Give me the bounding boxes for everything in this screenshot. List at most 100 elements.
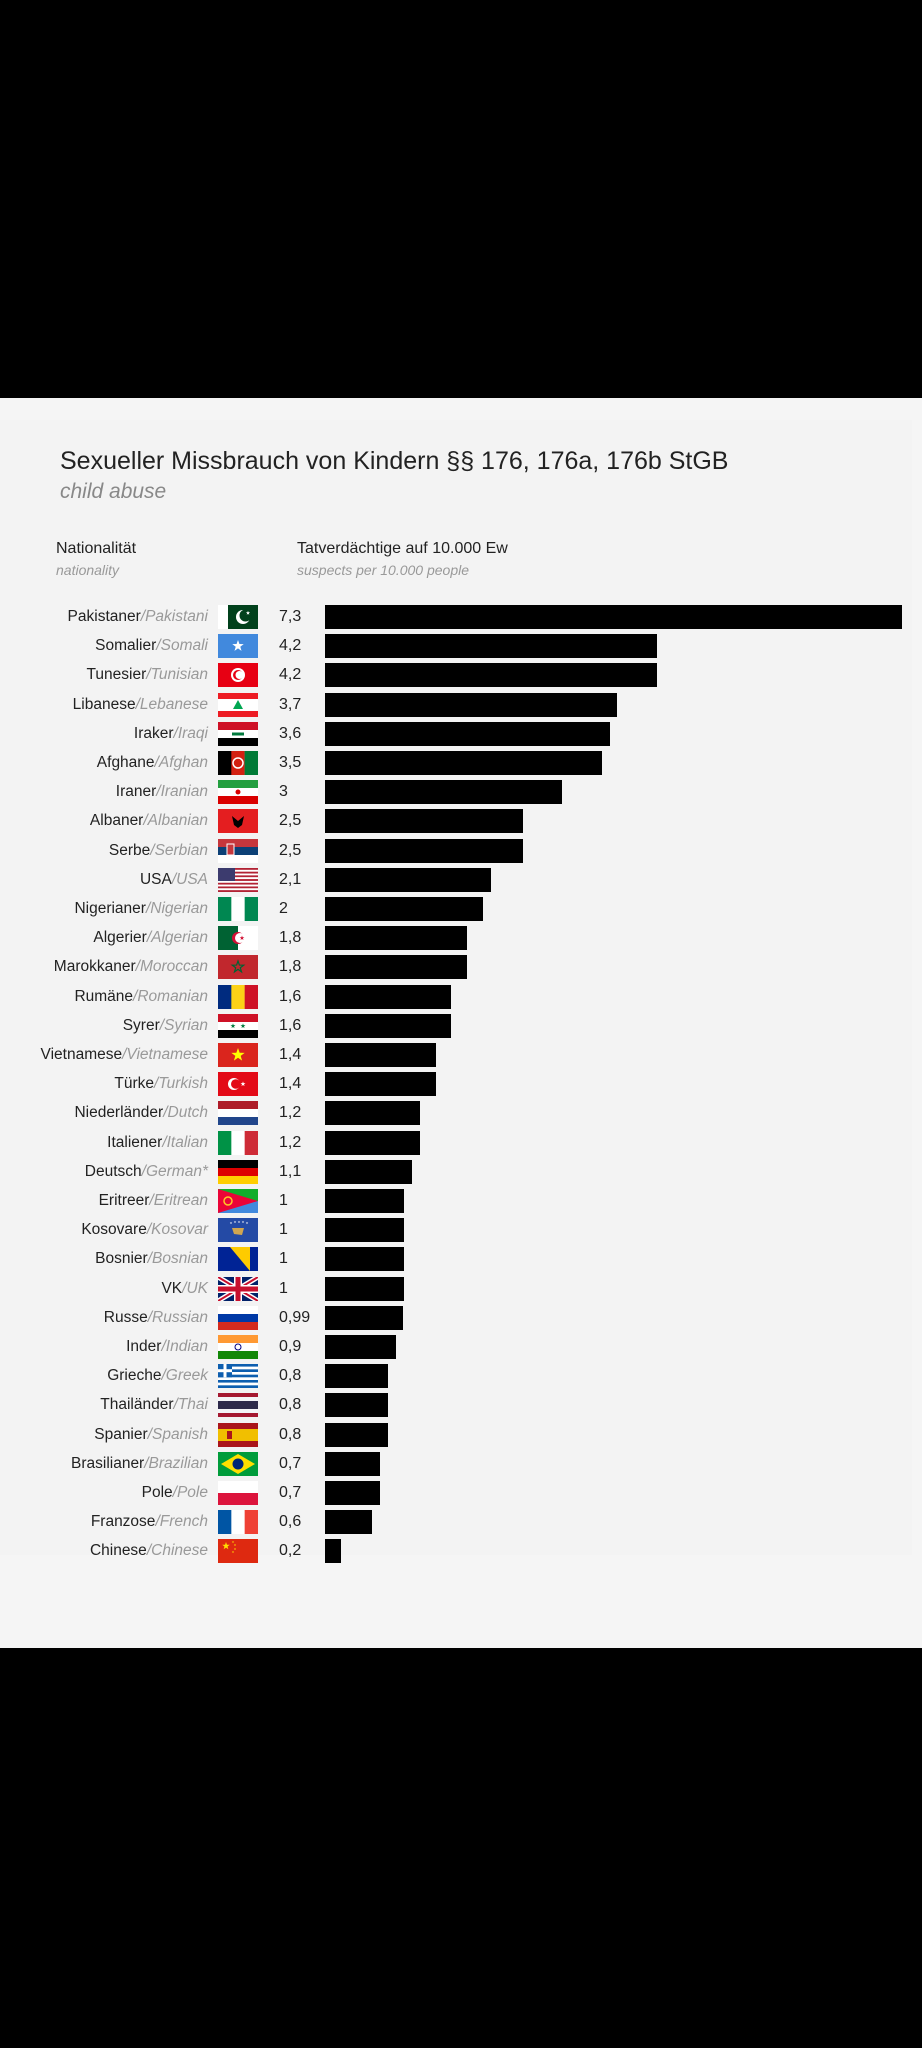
- category-label-separator: /: [173, 1396, 178, 1414]
- data-label: 0,6: [279, 1513, 302, 1531]
- category-label-separator: /: [146, 666, 151, 684]
- category-label-en: Bosnian: [151, 1250, 208, 1268]
- data-label: 3,6: [279, 724, 302, 742]
- category-label-separator: /: [156, 637, 161, 655]
- bar: [325, 721, 610, 746]
- poland-flag-icon: [218, 1481, 258, 1506]
- bar: [325, 605, 902, 629]
- category-label-de: USA: [139, 870, 172, 888]
- category-label-separator: /: [135, 958, 140, 976]
- usa-flag-icon: [218, 867, 258, 892]
- data-label: 1,2: [279, 1133, 302, 1151]
- category-label-en: Greek: [165, 1367, 208, 1385]
- bar: [325, 984, 451, 1009]
- uk-flag-icon: [216, 1274, 260, 1303]
- category-label: Inder/Indian: [126, 1337, 208, 1357]
- data-label: 1,4: [279, 1046, 302, 1063]
- category-label-de: Iraker: [133, 724, 174, 742]
- germany-flag-icon: [218, 1159, 258, 1184]
- italy-flag-icon: [218, 1130, 259, 1155]
- category-label: Afghane/Afghan: [97, 753, 208, 773]
- bar: [325, 1335, 396, 1359]
- category-label-separator: /: [171, 870, 177, 888]
- afghanistan-flag-icon: [218, 751, 258, 775]
- lebanon-flag-icon: [218, 692, 258, 717]
- category-label: Albaner/Albanian: [90, 811, 208, 831]
- brazil-flag-icon: [218, 1451, 258, 1476]
- category-label-de: Thailänder: [100, 1396, 174, 1414]
- category-label-de: Brasilianer: [71, 1454, 145, 1472]
- category-label-separator: /: [173, 724, 178, 742]
- category-label-de: Niederländer: [74, 1104, 164, 1122]
- category-label: Russe/Russian: [104, 1308, 208, 1328]
- category-label-en: Russian: [152, 1308, 208, 1326]
- thailand-flag-icon: [218, 1393, 258, 1418]
- category-label: Syrer/Syrian: [123, 1016, 208, 1036]
- romania-flag-icon: [218, 984, 259, 1009]
- data-label: 1,4: [279, 1075, 302, 1093]
- category-label: Türke/Turkish: [114, 1074, 208, 1094]
- category-label-en: Dutch: [167, 1104, 209, 1122]
- category-label-separator: /: [182, 1279, 187, 1297]
- category-label-en: Somali: [160, 637, 208, 655]
- data-label: 1: [279, 1250, 288, 1268]
- value-header: Tatverdächtige auf 10.000 Ew: [297, 540, 508, 557]
- bar: [325, 955, 467, 980]
- chart-subtitle: child abuse: [60, 480, 167, 503]
- category-label-en: Algerian: [151, 929, 208, 947]
- category-label: Libanese/Lebanese: [73, 695, 208, 715]
- category-label-en: Tunisian: [150, 666, 208, 684]
- data-label: 1,8: [279, 958, 302, 976]
- category-label-separator: /: [147, 1250, 152, 1268]
- chart-title: Sexueller Missbrauch von Kindern §§ 176,…: [60, 447, 729, 475]
- algeria-flag-icon: [218, 926, 258, 951]
- category-label-de: Afghane: [96, 754, 155, 771]
- netherlands-flag-icon: [218, 1101, 258, 1126]
- bar: [325, 867, 491, 892]
- category-label-separator: /: [146, 1542, 152, 1560]
- bosnia-flag-icon: [218, 1247, 258, 1272]
- data-label: 1: [279, 1279, 288, 1297]
- bar: [325, 1159, 412, 1184]
- category-label-de: Inder: [126, 1338, 162, 1355]
- bar: [325, 1539, 341, 1564]
- data-label: 4,2: [279, 666, 302, 684]
- category-label-separator: /: [149, 1192, 154, 1209]
- category-label-de: Pakistaner: [67, 608, 141, 625]
- bar: [325, 1510, 372, 1535]
- category-label: Vietnamese/Vietnamese: [41, 1045, 208, 1065]
- category-label: Algerier/Algerian: [93, 928, 208, 948]
- bar: [325, 926, 467, 951]
- category-label: Iraner/Iranian: [116, 782, 208, 802]
- syria-flag-icon: [218, 1013, 258, 1038]
- category-label-separator: /: [172, 1484, 177, 1501]
- bar: [325, 780, 562, 805]
- data-label: 1,6: [279, 1016, 302, 1034]
- data-label: 0,7: [279, 1454, 302, 1472]
- data-label: 1,1: [279, 1162, 302, 1180]
- category-label-en: Albanian: [147, 812, 208, 830]
- category-label: Eritreer/Eritrean: [99, 1191, 208, 1211]
- bar: [325, 897, 483, 921]
- data-label: 0,2: [279, 1542, 302, 1560]
- category-label-de: Nigerianer: [74, 900, 146, 917]
- category-label-separator: /: [146, 1221, 152, 1239]
- category-label-separator: /: [141, 1162, 146, 1180]
- category-label-separator: /: [145, 900, 151, 917]
- category-label: Bosnier/Bosnian: [95, 1249, 208, 1269]
- data-label: 1: [279, 1192, 288, 1209]
- category-label-separator: /: [144, 1454, 149, 1472]
- category-label: Italiener/Italian: [107, 1133, 208, 1153]
- india-flag-icon: [218, 1335, 258, 1359]
- russia-flag-icon: [218, 1305, 258, 1330]
- bar: [325, 809, 523, 834]
- category-label-en: Pakistani: [145, 608, 208, 625]
- category-label: VK/UK: [161, 1279, 208, 1299]
- category-label-separator: /: [162, 1133, 167, 1151]
- category-label-en: USA: [176, 870, 208, 888]
- kosovo-flag-icon: [218, 1218, 258, 1243]
- category-label-separator: /: [140, 608, 146, 625]
- pakistan-flag-icon: [218, 605, 258, 629]
- category-label: Serbe/Serbian: [109, 841, 208, 861]
- bar: [325, 1218, 404, 1243]
